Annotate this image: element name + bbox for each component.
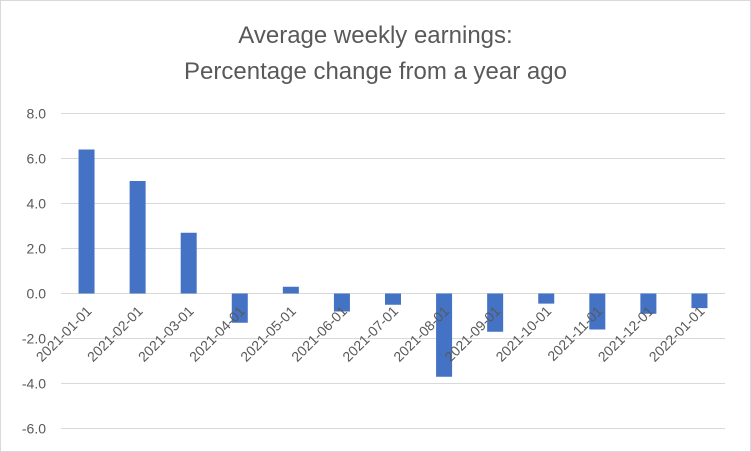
bar bbox=[487, 293, 504, 332]
bar bbox=[180, 232, 197, 294]
chart-title-line-2: Percentage change from a year ago bbox=[184, 58, 567, 85]
bar bbox=[640, 293, 657, 314]
y-tick-label: -4.0 bbox=[22, 376, 46, 392]
y-tick-label: 2.0 bbox=[27, 241, 47, 257]
bar bbox=[333, 293, 350, 312]
y-tick-label: 4.0 bbox=[27, 196, 47, 212]
bar bbox=[436, 293, 453, 377]
bar bbox=[282, 286, 299, 294]
bar bbox=[78, 149, 95, 294]
bar bbox=[129, 181, 146, 294]
y-tick-label: -6.0 bbox=[22, 421, 46, 437]
y-tick-label: 0.0 bbox=[27, 286, 47, 302]
y-tick-label: 8.0 bbox=[27, 106, 47, 122]
y-tick-label: 6.0 bbox=[27, 151, 47, 167]
bar bbox=[538, 293, 555, 304]
y-tick-label: -2.0 bbox=[22, 331, 46, 347]
bar bbox=[589, 293, 606, 330]
bar bbox=[691, 293, 708, 309]
chart-title-line-1: Average weekly earnings: bbox=[238, 22, 513, 49]
bar bbox=[231, 293, 248, 323]
bar bbox=[385, 293, 401, 305]
